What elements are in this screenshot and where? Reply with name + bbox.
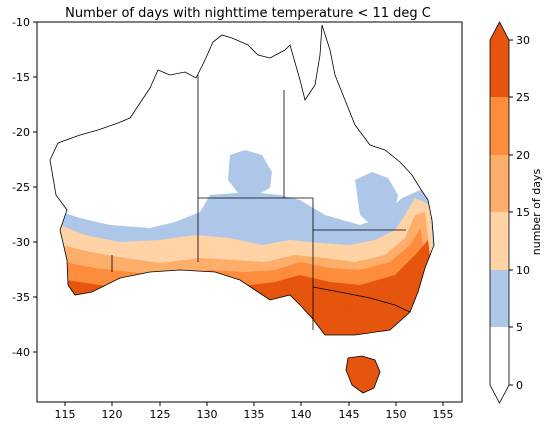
x-tick-label: 120	[102, 408, 123, 421]
y-tick-label: -35	[12, 291, 30, 304]
colorbar: 0 5 10 15 20 25 30 number of days	[489, 21, 543, 404]
colorbar-tick-label: 0	[516, 379, 523, 392]
chart-title: Number of days with nighttime temperatur…	[65, 6, 431, 21]
colorbar-segment-10-15	[490, 212, 509, 270]
colorbar-tick-label: 30	[516, 34, 530, 47]
colorbar-segment-5-10	[490, 270, 509, 327]
x-tick-label: 115	[55, 408, 76, 421]
y-tick-label: -20	[12, 126, 30, 139]
x-tick-label: 135	[244, 408, 265, 421]
x-tick-label: 125	[150, 408, 171, 421]
x-tick-label: 155	[433, 408, 454, 421]
y-tick-label: -10	[12, 16, 30, 29]
state-borders	[111, 75, 411, 330]
colorbar-tick-label: 20	[516, 149, 530, 162]
colorbar-tick-label: 25	[516, 91, 530, 104]
border-nsw-vic	[312, 286, 411, 313]
y-tick-label: -30	[12, 236, 30, 249]
band-5-10-east	[355, 172, 398, 228]
colorbar-label: number of days	[530, 168, 543, 255]
x-axis: 115 120 125 130 135 140 145 150 155	[55, 402, 454, 421]
x-tick-label: 150	[386, 408, 407, 421]
y-tick-label: -15	[12, 71, 30, 84]
y-axis: -10 -15 -20 -25 -30 -35 -40	[12, 16, 37, 359]
colorbar-tick-label: 10	[516, 264, 530, 277]
colorbar-segment-15-20	[490, 155, 509, 212]
colorbar-extend-max	[490, 22, 509, 40]
colorbar-segment-20-25	[490, 97, 509, 155]
colorbar-segment-0-5	[490, 327, 509, 385]
colorbar-segment-25-30	[490, 40, 509, 97]
y-tick-label: -40	[12, 346, 30, 359]
y-tick-label: -25	[12, 181, 30, 194]
band-5-10-north	[228, 150, 272, 196]
x-tick-label: 145	[339, 408, 360, 421]
x-tick-label: 140	[291, 408, 312, 421]
tasmania	[345, 355, 381, 394]
australia-coastline	[49, 24, 435, 336]
colorbar-extend-min	[490, 385, 509, 403]
x-tick-label: 130	[197, 408, 218, 421]
colorbar-tick-label: 5	[516, 321, 523, 334]
colorbar-tick-label: 15	[516, 206, 530, 219]
